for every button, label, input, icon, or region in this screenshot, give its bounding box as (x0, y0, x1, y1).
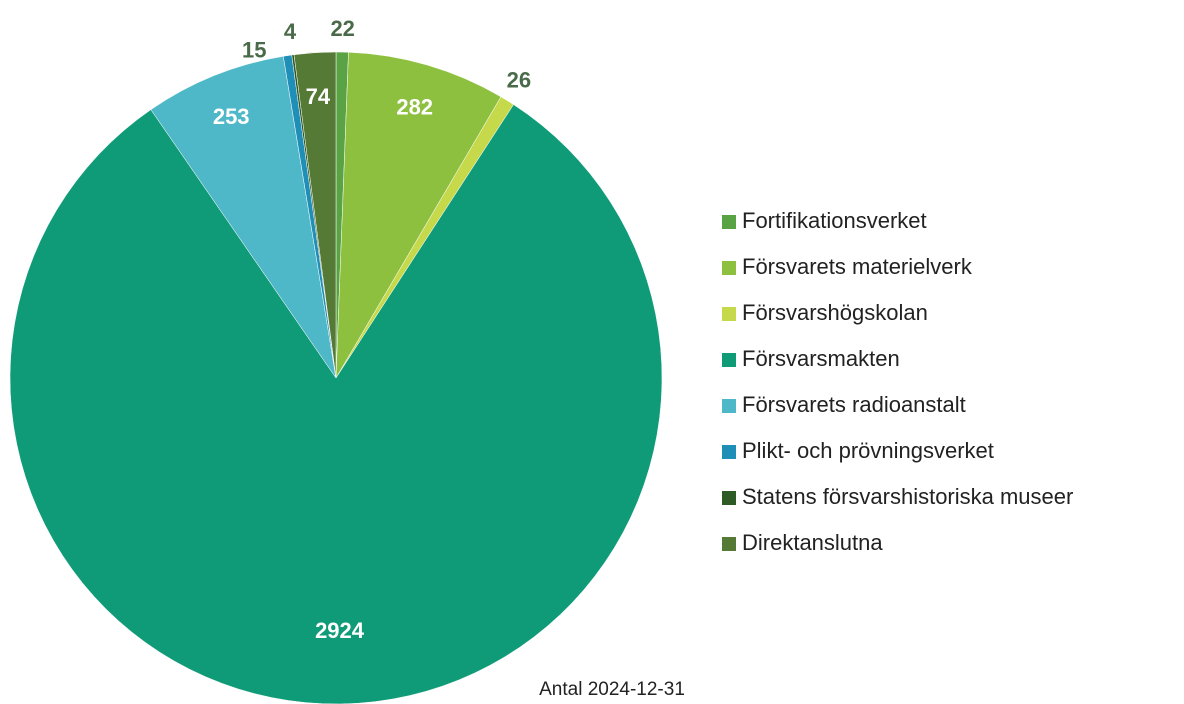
data-label: 22 (330, 16, 354, 41)
legend-label: Försvarets materielverk (742, 254, 973, 279)
legend-swatch (722, 491, 736, 505)
data-label: 4 (284, 19, 297, 44)
data-label: 282 (396, 95, 433, 120)
legend-swatch (722, 261, 736, 275)
legend-label: Försvarets radioanstalt (742, 392, 966, 417)
legend-swatch (722, 307, 736, 321)
legend-swatch (722, 537, 736, 551)
data-label: 74 (306, 84, 331, 109)
legend-label: Direktanslutna (742, 530, 883, 555)
data-label: 26 (507, 68, 531, 93)
legend-swatch (722, 215, 736, 229)
pie-slice (150, 55, 337, 379)
legend-label: Fortifikationsverket (742, 208, 927, 233)
data-label: 253 (213, 104, 250, 129)
legend-swatch (722, 445, 736, 459)
pie-slice (293, 51, 337, 379)
data-label: 2924 (315, 618, 365, 643)
legend-swatch (722, 399, 736, 413)
legend-label: Försvarshögskolan (742, 300, 928, 325)
legend-label: Försvarsmakten (742, 346, 900, 371)
data-label: 15 (242, 38, 266, 63)
legend-label: Plikt- och prövningsverket (742, 438, 994, 463)
legend-swatch (722, 353, 736, 367)
caption: Antal 2024-12-31 (539, 679, 685, 700)
legend-label: Statens försvarshistoriska museer (742, 484, 1073, 509)
pie-slice (335, 51, 502, 379)
